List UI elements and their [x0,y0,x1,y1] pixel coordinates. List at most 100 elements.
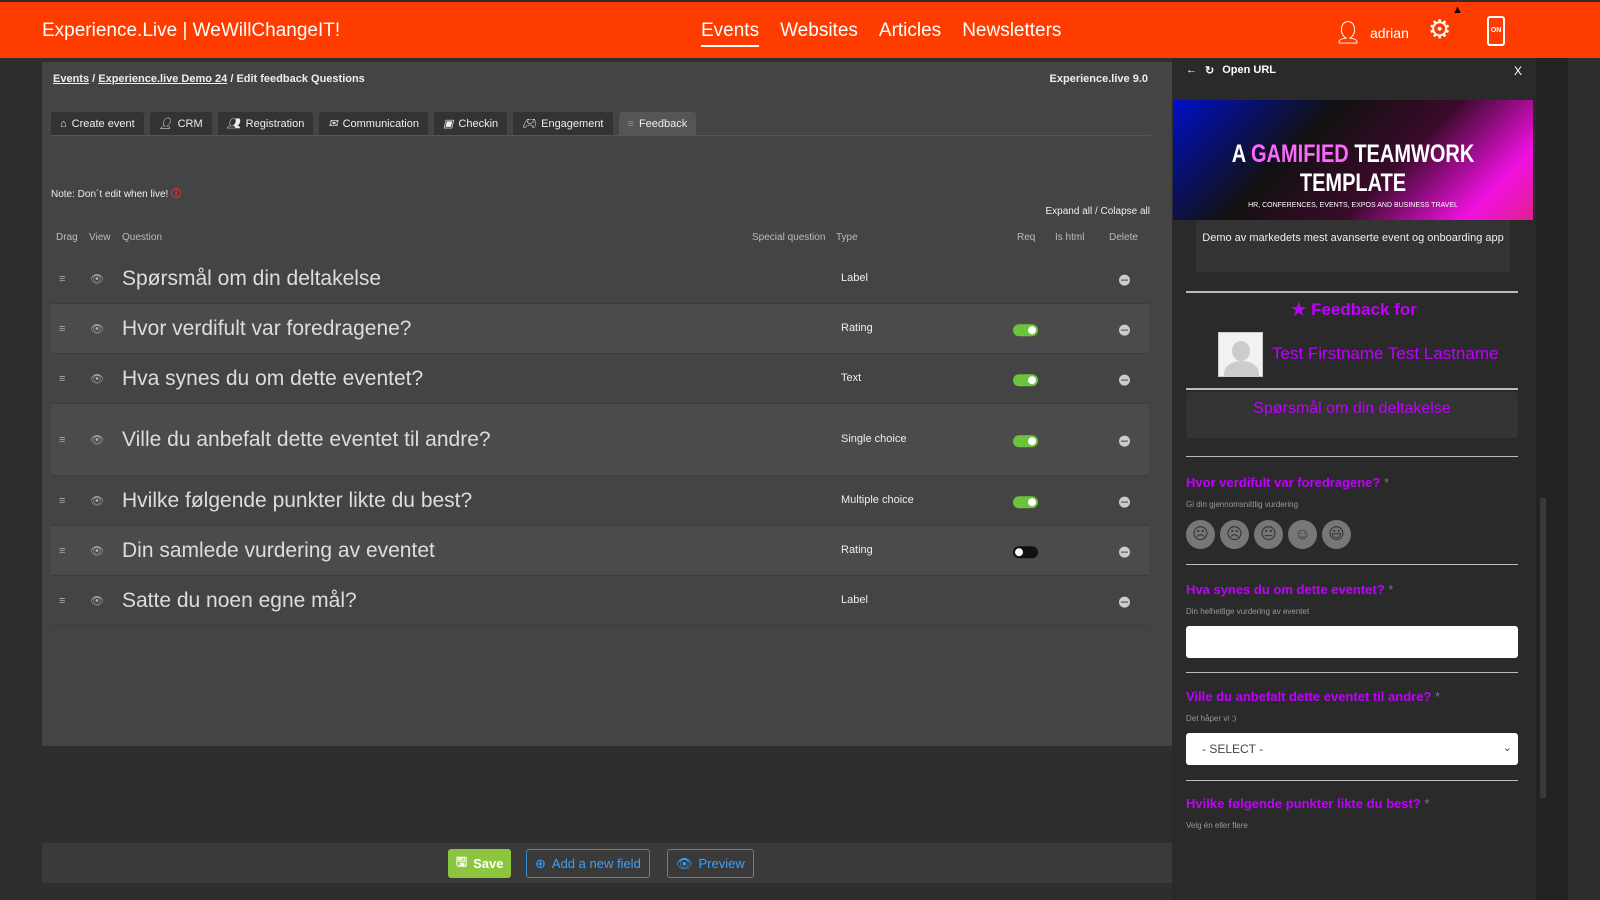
feedback-for-heading: ★ Feedback for [1172,300,1536,320]
drag-handle-icon[interactable]: ≡ [59,594,66,607]
preview-scrollbar[interactable] [1536,58,1568,900]
required-mark: * [1388,582,1394,597]
table-row: ≡ 👁︎ Hvilke følgende punkter likte du best… [51,476,1149,526]
tab-feedback[interactable]: ≡ Feedback [618,112,697,135]
divider [1186,456,1518,457]
gamepad-icon: 🎮︎ [522,118,537,130]
question-2-input[interactable] [1186,626,1518,658]
q1-text: Hvor verdifult var foredragene? [1186,475,1381,490]
phone-icon[interactable]: ON [1487,16,1505,46]
preview-button[interactable]: 👁︎ Preview [667,849,754,878]
required-mark: * [1435,689,1441,704]
question-type: Multiple choice [841,493,914,506]
delete-icon[interactable] [1119,435,1130,447]
username: adrian [1369,25,1409,41]
delete-icon[interactable] [1119,596,1130,608]
delete-icon[interactable] [1119,496,1130,508]
very-sad-face-icon[interactable]: ☹ [1186,520,1215,549]
add-label: Add a new field [551,856,641,871]
gear-icon[interactable]: ⚙ [1428,14,1452,44]
question-text[interactable]: Ville du anbefalt dette eventet til andr… [122,427,491,451]
main-nav: Events Websites Articles Newsletters [701,20,1061,47]
user-menu[interactable]: 👤︎ adrian [1334,20,1409,46]
preview-toolbar: ← ↻ Open URL [1186,64,1276,77]
delete-icon[interactable] [1119,546,1130,558]
eye-icon[interactable]: 👁︎ [90,373,104,385]
question-text[interactable]: Spørsmål om din deltakelse [122,266,382,290]
neutral-face-icon[interactable]: 😐︎ [1254,520,1283,549]
required-toggle[interactable] [1013,323,1038,336]
scrollbar-thumb[interactable] [1540,498,1546,798]
question-type: Label [841,271,868,284]
drag-handle-icon[interactable]: ≡ [59,494,66,507]
tab-registration[interactable]: 👥︎ Registration [217,112,314,135]
user-icon: 👤︎ [1334,20,1362,45]
back-icon[interactable]: ← [1186,64,1197,76]
nav-newsletters[interactable]: Newsletters [962,20,1062,41]
tab-label: Feedback [638,117,688,130]
col-is-html: Is html [1055,232,1085,243]
eye-icon[interactable]: 👁︎ [90,273,104,285]
tab-label: Create event [71,117,135,130]
question-type: Text [841,371,862,384]
question-text[interactable]: Satte du noen egne mål? [122,588,357,612]
sad-face-icon[interactable]: ☹ [1220,520,1249,549]
question-text[interactable]: Hvor verdifult var foredragene? [122,316,412,340]
drag-handle-icon[interactable]: ≡ [59,272,66,285]
breadcrumb-events[interactable]: Events [53,73,90,85]
eye-icon[interactable]: 👁︎ [90,434,104,446]
question-text[interactable]: Hvilke følgende punkter likte du best? [122,488,473,512]
required-toggle[interactable] [1013,434,1038,447]
table-row: ≡ 👁︎ Hvor verdifult var foredragene? Rating [51,304,1149,354]
drag-handle-icon[interactable]: ≡ [59,433,66,446]
breadcrumb-event[interactable]: Experience.live Demo 24 [98,73,228,85]
happy-face-icon[interactable]: ☺ [1288,520,1317,549]
eye-icon[interactable]: 👁︎ [90,545,104,557]
brand-title[interactable]: Experience.Live | WeWillChangeIT! [42,20,341,41]
question-text[interactable]: Din samlede vurdering av eventet [122,538,435,562]
tab-engagement[interactable]: 🎮︎ Engagement [513,112,613,135]
tab-communication[interactable]: ✉ Communication [319,112,428,135]
tab-label: Communication [342,117,419,130]
col-question: Question [122,232,163,243]
open-url-link[interactable]: Open URL [1222,64,1276,76]
nav-articles[interactable]: Articles [878,20,942,41]
delete-icon[interactable] [1119,374,1130,386]
close-button[interactable]: X [1513,64,1522,78]
live-note: Note: Don´t edit when live! ⓘ [51,185,181,200]
star-icon: ★ [1291,300,1307,319]
alert-icon: ⓘ [171,189,182,200]
banner-post: TEAMWORK TEMPLATE [1299,140,1475,197]
phone-badge: ON [1490,27,1502,34]
banner-pre: A [1231,140,1246,168]
add-field-button[interactable]: ⊕ Add a new field [526,849,650,878]
question-3-title: Ville du anbefalt dette eventet til andr… [1186,689,1440,704]
eye-icon[interactable]: 👁︎ [90,495,104,507]
required-toggle[interactable] [1013,373,1038,386]
very-happy-face-icon[interactable]: 😃︎ [1322,520,1351,549]
nav-websites[interactable]: Websites [780,20,858,41]
nav-events[interactable]: Events [701,20,760,47]
expand-collapse-link[interactable]: Expand all / Colapse all [1045,206,1150,217]
required-toggle[interactable] [1013,545,1038,558]
delete-icon[interactable] [1119,324,1130,336]
tab-crm[interactable]: 👤︎ CRM [149,112,212,135]
drag-handle-icon[interactable]: ≡ [59,544,66,557]
question-type: Rating [841,543,873,556]
refresh-icon[interactable]: ↻ [1205,65,1215,77]
question-3-select[interactable]: - SELECT - ⌄ [1186,733,1518,765]
drag-handle-icon[interactable]: ≡ [59,372,66,385]
divider [1186,291,1518,293]
tab-checkin[interactable]: ▣ Checkin [433,112,508,135]
tab-create-event[interactable]: ⌂ Create event [51,112,144,135]
eye-icon[interactable]: 👁︎ [90,323,104,335]
drag-handle-icon[interactable]: ≡ [59,322,66,335]
top-nav-bar: Experience.Live | WeWillChangeIT! Events… [0,2,1600,58]
delete-icon[interactable] [1119,274,1130,286]
required-toggle[interactable] [1013,495,1038,508]
save-button[interactable]: 🖫︎ Save [448,849,512,878]
save-icon: 🖫︎ [456,853,468,869]
table-row: ≡ 👁︎ Spørsmål om din deltakelse Label [51,254,1149,304]
question-text[interactable]: Hva synes du om dette eventet? [122,366,424,390]
eye-icon[interactable]: 👁︎ [90,595,104,607]
